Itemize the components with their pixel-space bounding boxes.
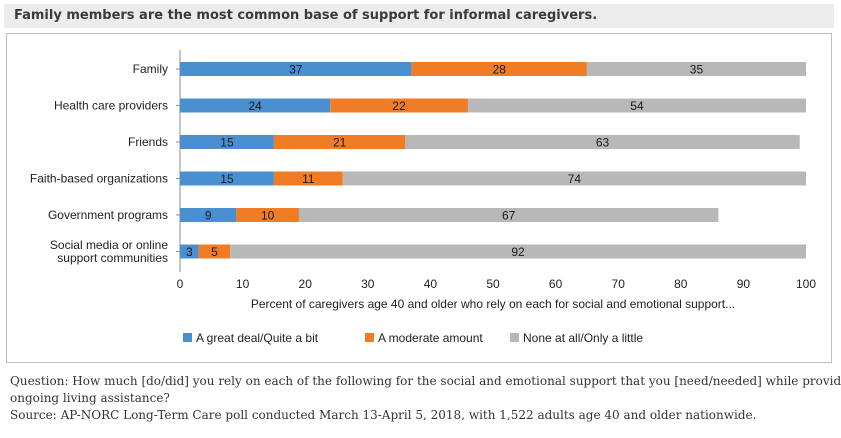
legend-label: A great deal/Quite a bit xyxy=(196,331,319,345)
bar-segment xyxy=(198,244,231,259)
x-tick-label: 80 xyxy=(674,277,688,291)
bar-segment xyxy=(236,208,299,222)
category-label-line: Friends xyxy=(128,135,168,149)
bar-segment xyxy=(411,62,587,76)
chart-container: Family 37 28 35 Health care providers 24 22 54 F… xyxy=(6,33,832,363)
x-tick-label: 50 xyxy=(486,277,500,291)
x-tick-label: 100 xyxy=(796,277,816,291)
bar-segment xyxy=(298,208,719,222)
source-text: Source: AP-NORC Long-Term Care poll cond… xyxy=(10,408,757,422)
category-label-line: Health care providers xyxy=(54,99,168,113)
category-label-line: Faith-based organizations xyxy=(30,172,168,186)
legend-label: None at all/Only a little xyxy=(523,331,643,345)
data-label: 15 xyxy=(220,136,234,150)
category-label-line: Family xyxy=(133,62,168,76)
x-tick-label: 20 xyxy=(299,277,313,291)
x-tick-label: 0 xyxy=(177,277,184,291)
x-tick-label: 30 xyxy=(361,277,375,291)
bar-segment xyxy=(180,171,274,186)
data-label: 67 xyxy=(502,209,516,223)
question-text-line2: ongoing living assistance? xyxy=(10,391,170,405)
x-axis-title: Percent of caregivers age 40 and older w… xyxy=(251,297,735,311)
bar-segment xyxy=(273,135,406,149)
data-label: 28 xyxy=(493,63,507,77)
category-label-line: support communities xyxy=(57,251,168,265)
legend-swatch xyxy=(183,333,192,342)
category-label: Friends xyxy=(128,135,168,149)
data-label: 37 xyxy=(289,63,303,77)
data-label: 54 xyxy=(630,99,644,113)
category-label-line: Social media or online xyxy=(50,238,168,252)
bar-segment xyxy=(330,98,468,113)
data-label: 11 xyxy=(302,172,315,186)
category-label: Family xyxy=(133,62,168,76)
legend-label: A moderate amount xyxy=(378,331,483,345)
data-label: 3 xyxy=(186,245,193,259)
bar-segment xyxy=(180,135,274,149)
x-tick-label: 70 xyxy=(612,277,626,291)
category-label: Government programs xyxy=(48,208,168,222)
bar-segment xyxy=(230,244,806,259)
legend-swatch xyxy=(365,333,374,342)
data-label: 10 xyxy=(261,209,275,223)
legend-swatch xyxy=(510,333,519,342)
data-label: 92 xyxy=(511,245,525,259)
category-label-line: Government programs xyxy=(48,208,168,222)
bar-segment xyxy=(180,208,237,222)
data-label: 63 xyxy=(596,136,610,150)
data-label: 15 xyxy=(220,172,234,186)
category-label: Faith-based organizations xyxy=(30,172,168,186)
data-label: 22 xyxy=(392,99,406,113)
bar-segment xyxy=(467,98,806,113)
data-label: 5 xyxy=(211,245,218,259)
chart-title: Family members are the most common base … xyxy=(14,8,598,23)
x-tick-label: 60 xyxy=(549,277,563,291)
bar-segment xyxy=(180,244,199,259)
title-bar: Family members are the most common base … xyxy=(4,4,834,28)
footnote: Question: How much [do/did] you rely on … xyxy=(10,373,841,424)
bar-segment xyxy=(273,171,343,186)
bar-segment xyxy=(405,135,800,149)
category-label: Social media or online support communitie… xyxy=(50,238,168,265)
x-tick-label: 90 xyxy=(737,277,751,291)
data-label: 9 xyxy=(205,209,212,223)
category-label: Health care providers xyxy=(54,99,168,113)
question-text-line1: Question: How much [do/did] you rely on … xyxy=(10,374,841,388)
bar-segment xyxy=(180,62,412,76)
data-label: 24 xyxy=(248,99,262,113)
x-tick-label: 40 xyxy=(424,277,438,291)
data-label: 21 xyxy=(333,136,347,150)
x-tick-label: 10 xyxy=(236,277,250,291)
bar-segment xyxy=(180,98,331,113)
data-label: 35 xyxy=(690,63,704,77)
bar-segment xyxy=(342,171,806,186)
bar-segment xyxy=(586,62,806,76)
data-label: 74 xyxy=(568,172,582,186)
